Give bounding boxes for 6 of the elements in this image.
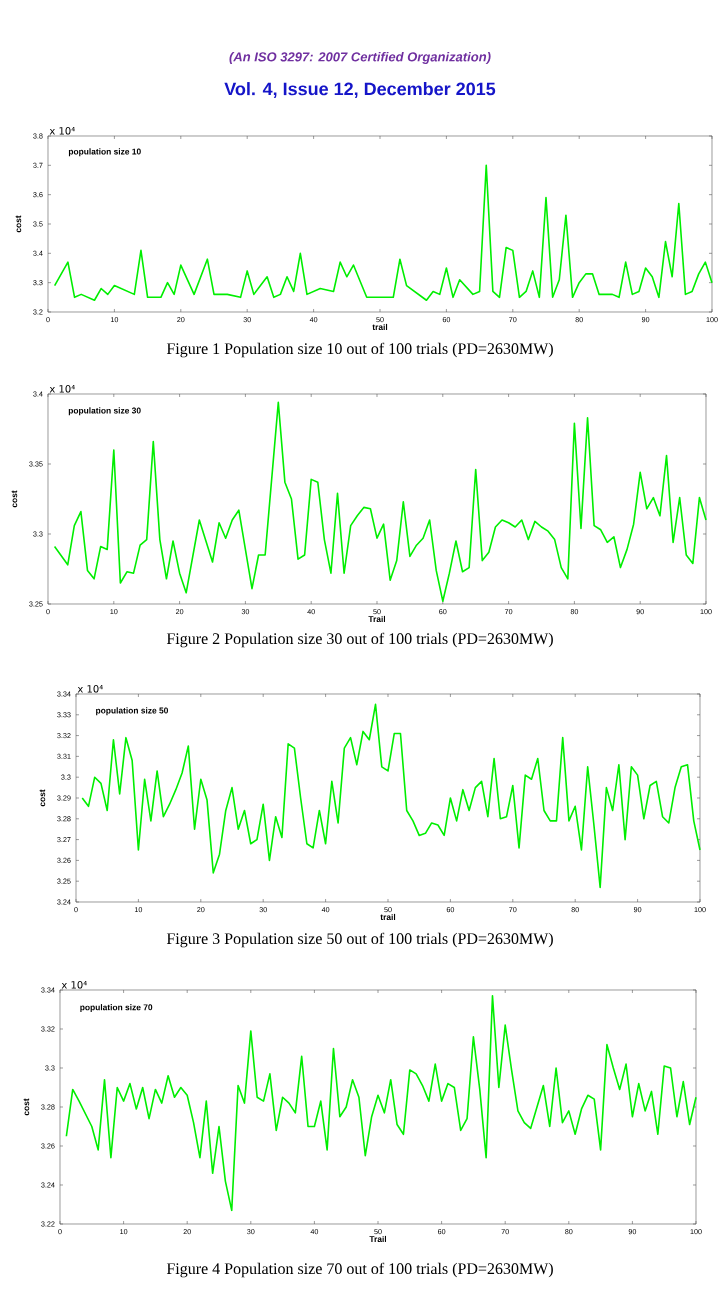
chart-title: Vol. 4, Issue 12, December 2015 bbox=[224, 82, 496, 98]
caption: Figure 2 Population size 30 out of 100 trials (PD=2630MW) bbox=[166, 632, 553, 648]
caption: Figure 1 Population size 10 out of 100 trials (PD=2630MW) bbox=[166, 342, 553, 358]
caption: Figure 4 Population size 70 out of 100 trials (PD=2630MW) bbox=[166, 1262, 553, 1278]
line-series bbox=[81, 703, 701, 889]
caption: Figure 3 Population size 50 out of 100 trials (PD=2630MW) bbox=[166, 932, 553, 948]
